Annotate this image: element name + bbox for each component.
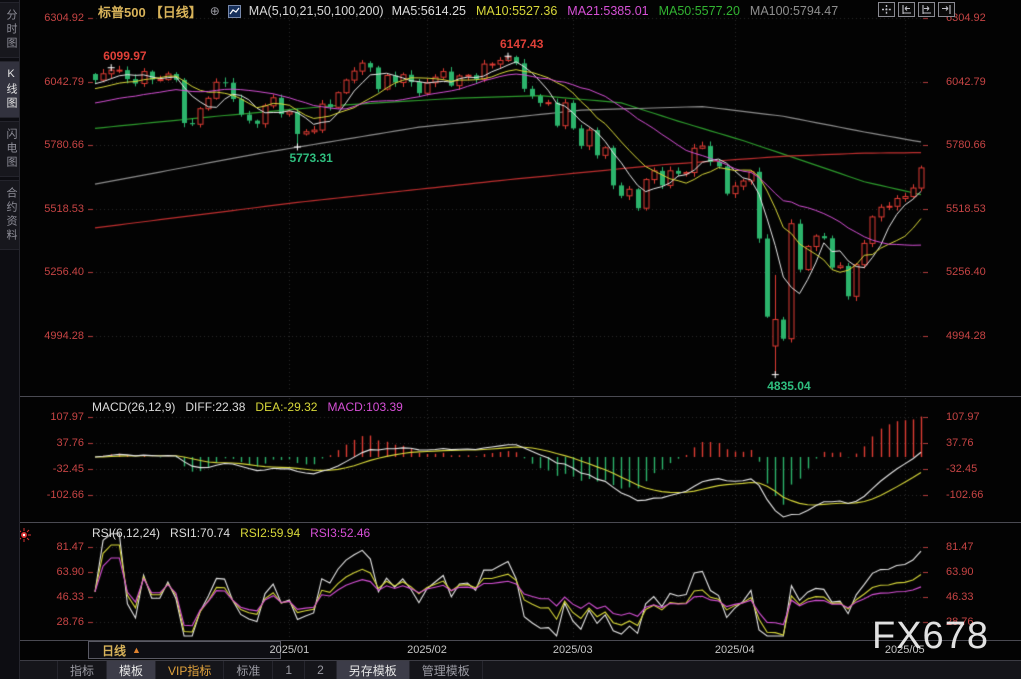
price-annotation: 6147.43	[500, 37, 544, 52]
chart-tool-icons	[878, 2, 955, 17]
toolbar-item[interactable]: 指标	[57, 661, 108, 679]
toolbar-item[interactable]: 管理模板	[410, 661, 483, 679]
rsi-chart-canvas[interactable]	[88, 524, 928, 638]
pane-separator	[20, 640, 1021, 641]
axis-label: 46.33	[56, 591, 84, 603]
axis-label: 37.76	[946, 437, 974, 449]
rsi2-value: RSI2:59.94	[240, 526, 301, 540]
pane-separator	[20, 396, 1021, 397]
sidebar-item[interactable]: 合约资料	[0, 180, 19, 250]
axis-label: 28.76	[56, 616, 84, 628]
date-tick-label: 2025/03	[552, 644, 593, 656]
toolbar-item[interactable]: VIP指标	[156, 661, 225, 679]
macd-dea-value: DEA:-29.32	[255, 400, 318, 414]
chevron-up-icon: ▲	[132, 645, 141, 655]
macd-chart-canvas[interactable]	[88, 398, 928, 520]
axis-label: 4994.28	[946, 330, 986, 342]
sidebar-item[interactable]: 闪电图	[0, 121, 19, 177]
axis-label: 107.97	[50, 411, 84, 423]
axis-label: 6042.79	[44, 75, 84, 88]
axis-label: 6042.79	[946, 75, 986, 88]
date-tick-label: 2025/01	[269, 644, 310, 656]
macd-value: MACD:103.39	[327, 400, 403, 414]
sidebar-item[interactable]: K线图	[0, 61, 19, 118]
axis-label: 81.47	[946, 541, 974, 553]
price-annotation: 5773.31	[289, 150, 333, 165]
macd-diff-value: DIFF:22.38	[185, 400, 246, 414]
watermark: FX678	[872, 615, 989, 657]
axis-label: 5780.66	[946, 139, 986, 152]
sidebar-item[interactable]: 分时图	[0, 2, 19, 58]
sidebar: 分时图 K线图闪电图合约资料	[0, 0, 20, 679]
rsi-header: RSI(6,12,24) RSI1:70.74 RSI2:59.94 RSI3:…	[92, 526, 370, 540]
macd-header: MACD(26,12,9) DIFF:22.38 DEA:-29.32 MACD…	[92, 400, 403, 414]
axis-label: 5518.53	[946, 202, 986, 215]
axis-label: 5256.40	[946, 266, 986, 279]
price-annotation: 4835.04	[767, 378, 811, 393]
ma-value: MA5:5614.25	[391, 4, 466, 18]
shift-right-icon[interactable]	[918, 2, 935, 17]
toolbar-item[interactable]: 2	[305, 661, 337, 679]
symbol-title: 标普500	[98, 4, 146, 20]
period-selector-label: 日线	[102, 643, 127, 658]
ma-value: MA100:5794.47	[749, 4, 839, 18]
period-selector[interactable]: 日线 ▲	[88, 641, 281, 659]
pan-tool-icon[interactable]	[878, 2, 895, 17]
toolbar-item[interactable]: 另存模板	[336, 661, 410, 679]
expand-icon[interactable]: ⊕	[209, 4, 220, 18]
axis-label: 81.47	[56, 541, 84, 553]
ma-value: MA21:5385.01	[567, 4, 649, 18]
date-tick-label: 2025/02	[407, 644, 447, 656]
axis-label: 28.76	[946, 616, 974, 628]
axis-label: 63.90	[946, 566, 974, 578]
ma-values: MA5:5614.25 MA10:5527.36 MA21:5385.01 MA50:…	[392, 4, 843, 18]
axis-label: 5780.66	[44, 139, 84, 152]
rsi3-value: RSI3:52.46	[310, 526, 371, 540]
move-right-icon[interactable]	[938, 2, 955, 17]
axis-label: -32.45	[52, 463, 84, 475]
axis-label: 5256.40	[44, 266, 84, 279]
line-chart-icon[interactable]	[227, 4, 241, 18]
ma-group-label: MA(5,10,21,50,100,200)	[248, 4, 384, 18]
axis-label: 63.90	[56, 566, 84, 578]
bottom-toolbar: 指标 模板 VIP指标 标准 1 2 另存模板 管理模板	[0, 660, 1021, 679]
axis-label: 6304.92	[946, 12, 986, 24]
axis-label: 5518.53	[44, 202, 84, 215]
axis-label: -102.66	[46, 489, 84, 501]
main-chart-canvas[interactable]	[88, 12, 928, 392]
pane-separator	[20, 522, 1021, 523]
toolbar-item[interactable]: 模板	[107, 661, 157, 679]
period-tag: 【日线】	[149, 4, 202, 20]
price-annotation: 6099.97	[103, 48, 147, 63]
rsi-params: RSI(6,12,24)	[92, 526, 161, 540]
ma-value: MA10:5527.36	[475, 4, 558, 18]
rsi1-value: RSI1:70.74	[170, 526, 231, 540]
topbar: 标普500 【日线】 ⊕ MA(5,10,21,50,100,200) MA5:…	[20, 0, 1021, 22]
axis-label: 37.76	[56, 437, 84, 449]
axis-label: 107.97	[946, 411, 980, 423]
toolbar-item[interactable]: 1	[273, 661, 306, 679]
toolbar-item[interactable]: 标准	[224, 661, 274, 679]
date-tick-label: 2025/05	[884, 644, 925, 656]
ma-value: MA50:5577.20	[658, 4, 740, 18]
axis-label: 6304.92	[44, 12, 84, 24]
date-tick-label: 2025/04	[714, 644, 755, 656]
axis-label: -32.45	[946, 463, 978, 475]
macd-params: MACD(26,12,9)	[92, 400, 176, 414]
axis-label: 4994.28	[44, 330, 84, 342]
shift-left-icon[interactable]	[898, 2, 915, 17]
axis-label: -102.66	[946, 489, 984, 501]
axis-label: 46.33	[946, 591, 974, 603]
